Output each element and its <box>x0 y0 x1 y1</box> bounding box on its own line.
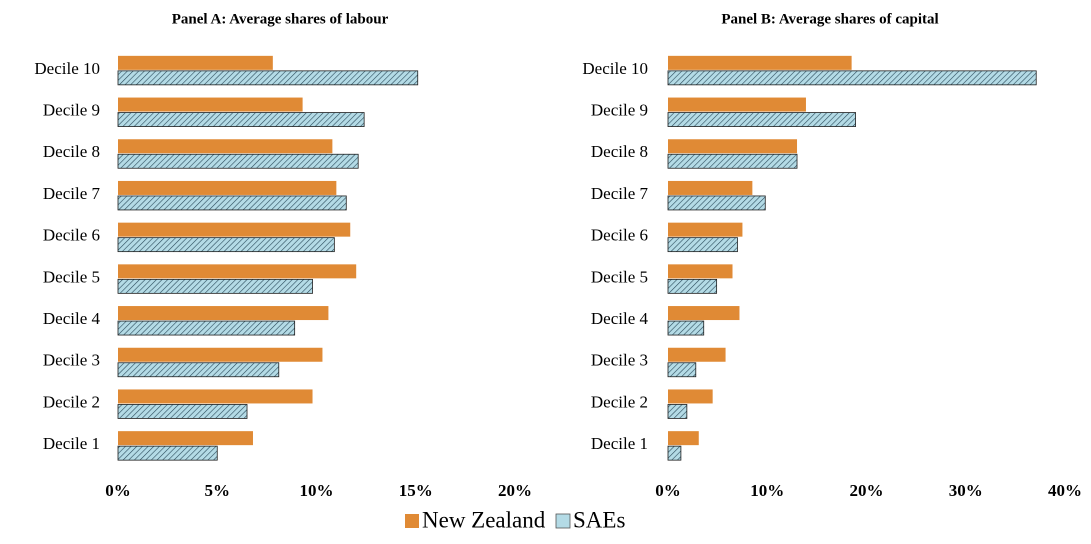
x-tick-label: 0% <box>655 481 681 500</box>
bar <box>117 362 280 378</box>
bar <box>668 55 852 70</box>
bar <box>668 389 713 404</box>
bar <box>117 195 347 211</box>
category-label: Decile 2 <box>591 392 648 411</box>
x-tick-label: 10% <box>750 481 784 500</box>
bar <box>117 237 335 253</box>
legend: New Zealand SAEs <box>405 507 625 532</box>
bar <box>667 278 718 294</box>
category-label: Decile 1 <box>43 434 100 453</box>
category-label: Decile 10 <box>582 59 648 78</box>
bar <box>118 431 253 446</box>
bar <box>667 195 766 211</box>
category-label: Decile 5 <box>591 267 648 286</box>
bar <box>667 404 688 419</box>
category-label: Decile 7 <box>43 184 101 203</box>
legend-label: SAEs <box>573 507 625 532</box>
bar <box>667 362 697 378</box>
bar <box>667 70 1037 86</box>
x-tick-label: 20% <box>498 481 532 500</box>
category-label: Decile 3 <box>43 351 100 370</box>
bar <box>668 180 753 195</box>
bar <box>668 222 743 237</box>
category-label: Decile 1 <box>591 434 648 453</box>
bar <box>667 320 705 336</box>
legend-swatch <box>555 513 571 529</box>
bar <box>118 264 357 279</box>
bar <box>667 237 738 253</box>
category-label: Decile 2 <box>43 392 100 411</box>
category-label: Decile 3 <box>591 351 648 370</box>
category-label: Decile 4 <box>591 309 649 328</box>
bar <box>668 347 726 362</box>
category-label: Decile 8 <box>43 142 100 161</box>
bar <box>117 404 248 419</box>
bar <box>118 389 313 404</box>
bar <box>117 70 419 86</box>
bar <box>668 306 740 321</box>
category-label: Decile 7 <box>591 184 649 203</box>
x-tick-label: 30% <box>949 481 983 500</box>
x-tick-label: 40% <box>1048 481 1082 500</box>
bar <box>667 153 798 169</box>
bar <box>118 97 303 112</box>
category-label: Decile 9 <box>591 100 648 119</box>
bar <box>118 139 333 154</box>
bar <box>668 139 798 154</box>
category-label: Decile 6 <box>591 226 648 245</box>
category-label: Decile 10 <box>34 59 100 78</box>
bar <box>667 112 856 127</box>
category-label: Decile 9 <box>43 100 100 119</box>
bar <box>667 445 682 461</box>
category-label: Decile 5 <box>43 267 100 286</box>
bar <box>118 222 351 237</box>
bar <box>117 278 313 294</box>
category-label: Decile 6 <box>43 226 100 245</box>
legend-swatch <box>405 514 419 528</box>
bar <box>117 112 365 127</box>
bar <box>118 180 337 195</box>
bar <box>118 306 329 321</box>
legend-label: New Zealand <box>422 507 546 532</box>
x-tick-label: 15% <box>399 481 433 500</box>
x-tick-label: 0% <box>105 481 131 500</box>
x-tick-label: 20% <box>850 481 884 500</box>
panel-b-title: Panel B: Average shares of capital <box>721 11 938 27</box>
bar <box>118 55 273 70</box>
category-label: Decile 8 <box>591 142 648 161</box>
x-tick-label: 5% <box>205 481 231 500</box>
bar <box>668 431 699 446</box>
bar <box>117 320 296 336</box>
bar <box>118 347 323 362</box>
x-tick-label: 10% <box>300 481 334 500</box>
bar <box>668 97 806 112</box>
category-label: Decile 4 <box>43 309 101 328</box>
bar <box>668 264 733 279</box>
panel-a-title: Panel A: Average shares of labour <box>172 11 389 27</box>
bar <box>117 445 218 461</box>
bar <box>117 153 359 169</box>
